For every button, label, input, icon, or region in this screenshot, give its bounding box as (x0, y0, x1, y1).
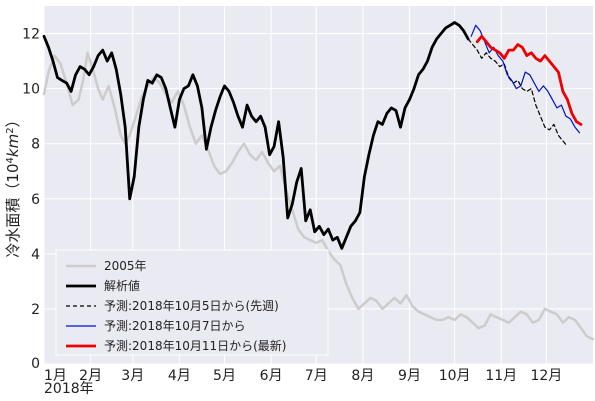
x-tick-label: 3月 (121, 368, 144, 384)
y-tick-label: 12 (22, 27, 40, 43)
x-tick-label: 11月 (485, 368, 517, 384)
legend-label: 予測:2018年10月11日から(最新) (104, 338, 287, 353)
series-layer (42, 21, 595, 341)
y-tick-label: 10 (22, 82, 40, 98)
series-forecast-oct5-line (467, 38, 569, 147)
x-tick-label: 12月 (530, 368, 562, 384)
y-axis-label-unit-base: 10 (4, 163, 22, 182)
series-forecast-oct11-line (475, 34, 583, 126)
series-2005-line (42, 51, 595, 341)
legend-label: 解析値 (104, 278, 140, 293)
series-analysis-line (42, 21, 470, 250)
y-tick-label: 4 (31, 247, 40, 263)
y-tick-label: 0 (31, 356, 40, 372)
y-tick-label: 8 (31, 137, 40, 153)
year-label: 2018年 (44, 381, 94, 397)
x-tick-label: 6月 (260, 368, 283, 384)
y-axis-label-unit-var: km (4, 134, 22, 157)
y-axis-label-prefix: 冷水面積（ (4, 183, 22, 258)
legend-label: 予測:2018年10月5日から(先週) (104, 299, 279, 313)
y-axis-label-suffix: ） (4, 112, 22, 127)
y-axis-label-unit-exp: 4 (5, 157, 16, 163)
x-tick-label: 2月 (79, 368, 102, 384)
x-tick-label: 9月 (398, 368, 421, 384)
x-tick-label: 4月 (168, 368, 191, 384)
legend-box (55, 249, 329, 356)
x-tick-label: 1月 (44, 368, 67, 384)
y-tick-label: 6 (31, 192, 40, 208)
legend-label: 2005年 (104, 259, 147, 273)
x-tick-label: 8月 (351, 368, 374, 384)
x-tick-label: 10月 (439, 368, 471, 384)
legend-label: 予測:2018年10月7日から (104, 319, 246, 333)
y-tick-label: 2 (31, 302, 40, 318)
x-tick-label: 7月 (305, 368, 328, 384)
y-axis-label: 冷水面積（104km2） (4, 112, 22, 257)
tick-labels: 0 2 4 6 8 10 12 1月 2月 3月 4月 5月 6月 7月 8月 9月 10月 11月 12月 (22, 27, 562, 384)
series-forecast-oct7-line (470, 24, 581, 134)
x-tick-label: 5月 (213, 368, 236, 384)
y-axis-label-unit-exp2: 2 (5, 127, 16, 133)
